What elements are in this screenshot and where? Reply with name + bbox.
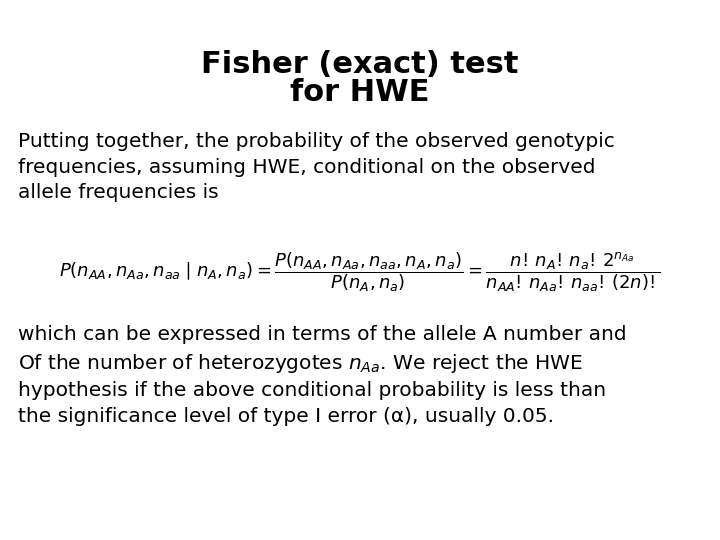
Text: which can be expressed in terms of the allele A number and
Of the number of hete: which can be expressed in terms of the a… <box>18 325 626 426</box>
Text: Fisher (exact) test: Fisher (exact) test <box>202 50 518 79</box>
Text: for HWE: for HWE <box>290 78 430 107</box>
Text: $P(n_{AA},n_{Aa},n_{aa}\mid n_A,n_a)=\dfrac{P(n_{AA},n_{Aa},n_{aa},n_A,n_a)}{P(n: $P(n_{AA},n_{Aa},n_{aa}\mid n_A,n_a)=\df… <box>59 250 661 294</box>
Text: Putting together, the probability of the observed genotypic
frequencies, assumin: Putting together, the probability of the… <box>18 132 615 202</box>
